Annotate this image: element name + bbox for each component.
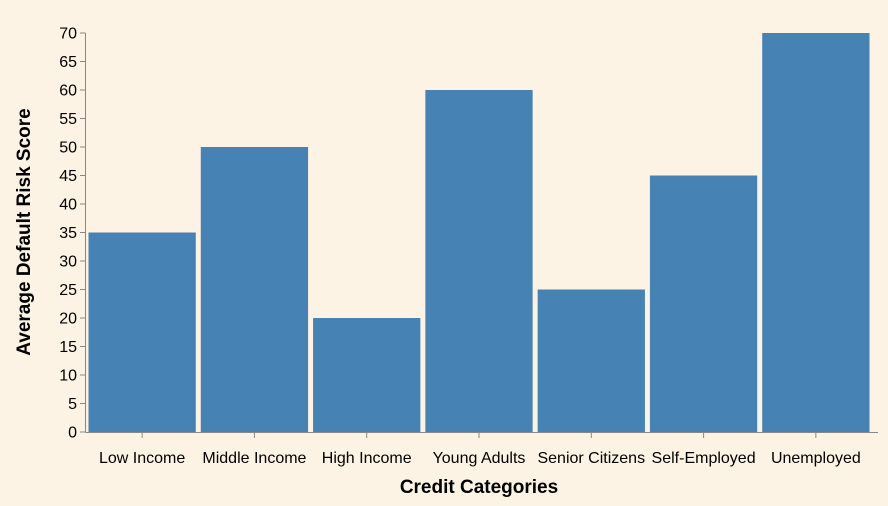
y-tick-label: 25 [59, 282, 77, 299]
bar-middle-income [200, 147, 309, 432]
bars-group [88, 33, 870, 432]
y-tick-label: 0 [68, 425, 77, 442]
bar-senior-citizens [537, 289, 645, 432]
x-tick-label: Senior Citizens [537, 450, 645, 467]
x-tick-label: Middle Income [202, 450, 306, 467]
y-tick-label: 20 [59, 311, 77, 328]
y-tick-label: 35 [59, 225, 77, 242]
bar-high-income [313, 318, 421, 432]
y-axis-title: Average Default Risk Score [14, 108, 35, 355]
y-tick-label: 50 [59, 140, 77, 157]
x-tick-label: Unemployed [771, 450, 861, 467]
y-axis: 0 5 10 15 20 25 30 35 40 45 50 55 60 65 70 [59, 26, 86, 442]
x-axis: Low Income Middle Income High Income Young … [85, 432, 878, 467]
y-tick-label: 65 [59, 54, 77, 71]
bar-low-income [88, 232, 196, 432]
x-tick-label: Self-Employed [652, 450, 756, 467]
y-tick-label: 15 [59, 339, 77, 356]
y-tick-label: 5 [68, 396, 77, 413]
x-axis-title: Credit Categories [400, 477, 558, 498]
y-tick-label: 60 [59, 83, 77, 100]
y-tick-label: 55 [59, 111, 77, 128]
bar-self-employed [649, 175, 758, 432]
y-tick-label: 70 [59, 26, 77, 43]
x-tick-label: Low Income [99, 450, 185, 467]
bar-young-adults [425, 90, 533, 432]
x-tick-label: High Income [322, 450, 412, 467]
y-tick-label: 30 [59, 254, 77, 271]
bar-unemployed [762, 33, 870, 432]
x-tick-label: Young Adults [433, 450, 526, 467]
y-tick-label: 10 [59, 368, 77, 385]
y-tick-label: 40 [59, 197, 77, 214]
y-tick-label: 45 [59, 168, 77, 185]
